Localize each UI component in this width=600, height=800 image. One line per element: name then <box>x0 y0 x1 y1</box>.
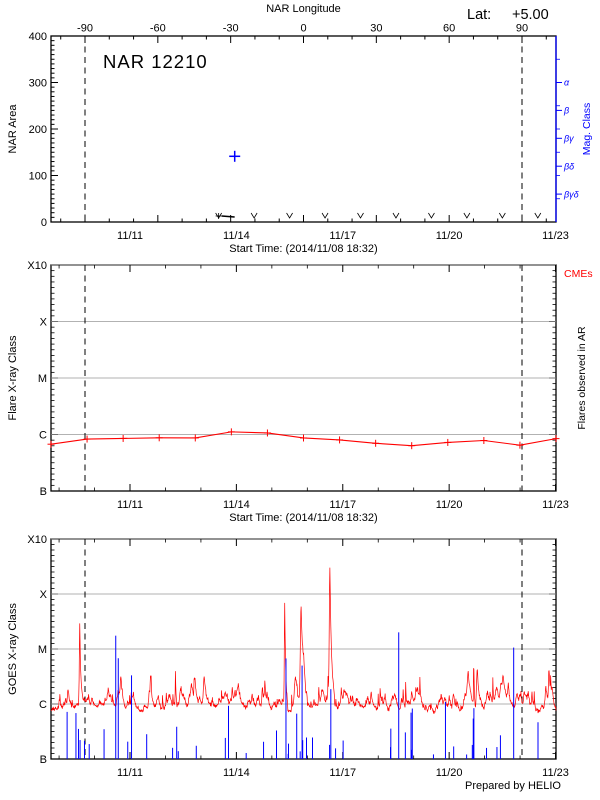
svg-text:NAR Area: NAR Area <box>7 104 19 154</box>
svg-text:M: M <box>38 373 47 385</box>
svg-text:Lat:: Lat: <box>467 7 491 23</box>
svg-text:-60: -60 <box>150 23 166 35</box>
svg-text:11/17: 11/17 <box>329 230 356 242</box>
svg-text:11/17: 11/17 <box>329 499 356 511</box>
svg-text:+5.00: +5.00 <box>512 7 549 23</box>
svg-text:X10: X10 <box>27 260 47 272</box>
svg-text:βδ: βδ <box>563 161 575 171</box>
svg-text:Mag. Class: Mag. Class <box>581 103 593 156</box>
svg-text:βγ: βγ <box>563 134 574 144</box>
svg-text:0: 0 <box>41 217 47 229</box>
svg-text:B: B <box>40 754 47 766</box>
svg-text:100: 100 <box>29 170 47 182</box>
svg-text:X: X <box>40 316 48 328</box>
svg-text:Start Time: (2014/11/08 18:32: Start Time: (2014/11/08 18:32) <box>229 243 377 255</box>
svg-text:400: 400 <box>29 31 47 43</box>
svg-text:300: 300 <box>29 77 47 89</box>
svg-text:C: C <box>39 429 47 441</box>
svg-text:-90: -90 <box>77 23 93 35</box>
svg-text:X10: X10 <box>27 534 47 546</box>
svg-text:11/17: 11/17 <box>329 767 356 779</box>
svg-text:NAR 12210: NAR 12210 <box>103 51 208 72</box>
svg-text:B: B <box>40 486 47 498</box>
svg-text:11/14: 11/14 <box>223 767 250 779</box>
svg-text:GOES X-ray Class: GOES X-ray Class <box>7 603 19 695</box>
svg-text:90: 90 <box>516 23 528 35</box>
svg-text:11/23: 11/23 <box>542 499 569 511</box>
svg-text:11/23: 11/23 <box>542 767 569 779</box>
svg-text:11/20: 11/20 <box>436 499 463 511</box>
svg-text:11/11: 11/11 <box>117 767 143 779</box>
svg-text:Flare X-ray Class: Flare X-ray Class <box>7 335 19 420</box>
svg-text:11/14: 11/14 <box>223 499 250 511</box>
svg-text:11/11: 11/11 <box>117 499 143 511</box>
svg-text:60: 60 <box>443 23 455 35</box>
svg-text:NAR Longitude: NAR Longitude <box>266 3 341 15</box>
svg-text:11/11: 11/11 <box>117 230 143 242</box>
svg-text:11/20: 11/20 <box>436 230 463 242</box>
svg-text:11/14: 11/14 <box>223 230 250 242</box>
svg-text:β: β <box>563 106 569 116</box>
svg-text:C: C <box>39 699 47 711</box>
svg-text:βγδ: βγδ <box>563 189 580 199</box>
svg-text:200: 200 <box>29 124 47 136</box>
svg-text:Start Time: (2014/11/08 18:32: Start Time: (2014/11/08 18:32) <box>229 512 377 524</box>
svg-text:M: M <box>38 644 47 656</box>
svg-text:CMEs: CMEs <box>564 268 593 280</box>
svg-text:X: X <box>40 589 48 601</box>
svg-text:-30: -30 <box>223 23 239 35</box>
svg-text:11/23: 11/23 <box>542 230 569 242</box>
svg-text:11/20: 11/20 <box>436 767 463 779</box>
svg-text:α: α <box>564 78 570 88</box>
svg-text:Prepared by HELIO: Prepared by HELIO <box>465 780 561 792</box>
svg-text:0: 0 <box>300 23 306 35</box>
svg-text:Flares observed in AR: Flares observed in AR <box>576 326 588 430</box>
svg-text:30: 30 <box>370 23 382 35</box>
